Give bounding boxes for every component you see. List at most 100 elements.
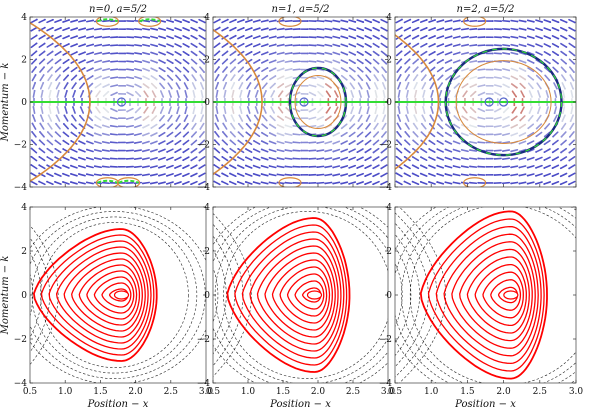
arrow-head bbox=[237, 164, 239, 167]
arrow-head bbox=[244, 172, 247, 175]
vector-arrow bbox=[62, 131, 70, 138]
arrow-head bbox=[400, 26, 403, 29]
y-tick-label: 2 bbox=[386, 247, 392, 257]
vector-arrow bbox=[349, 82, 355, 90]
arrow-head bbox=[491, 20, 494, 22]
vector-arrow bbox=[502, 27, 511, 31]
arrow-head bbox=[434, 43, 436, 45]
vector-arrow bbox=[412, 58, 419, 65]
arrow-head bbox=[539, 96, 541, 98]
vector-arrow bbox=[493, 68, 502, 71]
vector-arrow bbox=[372, 50, 380, 57]
arrow-head bbox=[437, 114, 440, 117]
arrow-head bbox=[419, 180, 422, 183]
vector-arrow bbox=[230, 82, 236, 90]
arrow-head bbox=[258, 51, 261, 53]
arrow-head bbox=[62, 164, 64, 167]
vector-arrow bbox=[551, 156, 560, 162]
vector-arrow bbox=[519, 123, 527, 129]
arrow-head bbox=[557, 62, 559, 65]
vector-arrow bbox=[445, 123, 452, 130]
arrow-head bbox=[256, 89, 259, 92]
vector-arrow bbox=[150, 59, 158, 64]
arrow-head bbox=[436, 181, 439, 183]
arrow-head bbox=[132, 60, 135, 63]
arrow-head bbox=[458, 43, 461, 46]
arrow-head bbox=[190, 175, 193, 178]
vector-arrow bbox=[444, 59, 453, 64]
vector-arrow bbox=[421, 122, 427, 130]
arrow-head bbox=[39, 122, 42, 125]
arrow-head bbox=[229, 131, 232, 133]
arrow-head bbox=[164, 20, 167, 23]
arrow-head bbox=[290, 44, 293, 46]
arrow-head bbox=[125, 149, 128, 152]
vector-arrow bbox=[420, 181, 428, 185]
arrow-head bbox=[408, 66, 411, 69]
arrow-head bbox=[375, 96, 378, 98]
vector-arrow bbox=[182, 19, 190, 23]
arrow-head bbox=[284, 124, 287, 127]
vector-arrow bbox=[404, 131, 411, 138]
orbit-center bbox=[306, 290, 323, 300]
arrow-head bbox=[439, 97, 442, 100]
arrow-head bbox=[330, 86, 332, 89]
vector-arrow bbox=[404, 147, 411, 154]
vector-arrow bbox=[348, 43, 356, 48]
vector-arrow bbox=[79, 106, 85, 114]
vector-arrow bbox=[269, 123, 277, 129]
arrow-head bbox=[213, 164, 216, 166]
arrow-head bbox=[94, 124, 97, 126]
vector-arrow bbox=[150, 75, 158, 81]
arrow-head bbox=[425, 50, 428, 53]
arrow-head bbox=[266, 35, 269, 38]
arrow-head bbox=[198, 167, 201, 170]
vector-arrow bbox=[38, 139, 46, 146]
vector-arrow bbox=[192, 89, 196, 98]
y-tick-label: 0 bbox=[204, 98, 210, 108]
arrow-head bbox=[507, 95, 510, 98]
vector-arrow bbox=[469, 149, 478, 152]
vector-arrow bbox=[276, 132, 285, 137]
arrow-head bbox=[229, 147, 232, 150]
vector-arrow bbox=[469, 165, 478, 168]
open-trajectory bbox=[330, 203, 393, 388]
vector-arrow bbox=[510, 35, 519, 39]
arrow-head bbox=[357, 127, 359, 130]
arrow-head bbox=[218, 58, 221, 61]
closed-orbit bbox=[71, 258, 143, 332]
arrow-head bbox=[133, 134, 136, 137]
arrow-head bbox=[229, 139, 232, 142]
vector-arrow bbox=[158, 59, 166, 64]
arrow-head bbox=[38, 164, 41, 167]
vector-arrow bbox=[543, 131, 551, 138]
vector-arrow bbox=[40, 89, 44, 98]
arrow-head bbox=[35, 34, 38, 37]
vector-arrow bbox=[284, 116, 293, 121]
arrow-head bbox=[537, 112, 539, 115]
vector-arrow bbox=[46, 18, 54, 24]
vector-arrow bbox=[494, 91, 502, 97]
arrow-head bbox=[467, 19, 470, 22]
closed-orbit bbox=[301, 287, 322, 303]
vector-arrow bbox=[382, 106, 386, 115]
fixed-point bbox=[484, 97, 494, 107]
arrow-head bbox=[226, 50, 229, 53]
vector-arrow bbox=[350, 106, 355, 114]
vector-arrow bbox=[452, 173, 461, 177]
arrow-head bbox=[395, 147, 398, 150]
vector-arrow bbox=[568, 34, 576, 40]
arrow-head bbox=[55, 114, 58, 117]
vector-arrow bbox=[421, 114, 427, 122]
arrow-head bbox=[417, 34, 420, 37]
vector-arrow bbox=[380, 139, 388, 146]
arrow-head bbox=[324, 166, 327, 169]
vector-arrow bbox=[215, 89, 219, 98]
arrow-head bbox=[422, 106, 424, 108]
arrow-head bbox=[314, 44, 317, 47]
arrow-head bbox=[101, 181, 104, 184]
vector-arrow bbox=[559, 180, 568, 186]
vector-arrow bbox=[174, 148, 182, 153]
arrow-head bbox=[330, 36, 333, 39]
vector-arrow bbox=[316, 115, 325, 121]
